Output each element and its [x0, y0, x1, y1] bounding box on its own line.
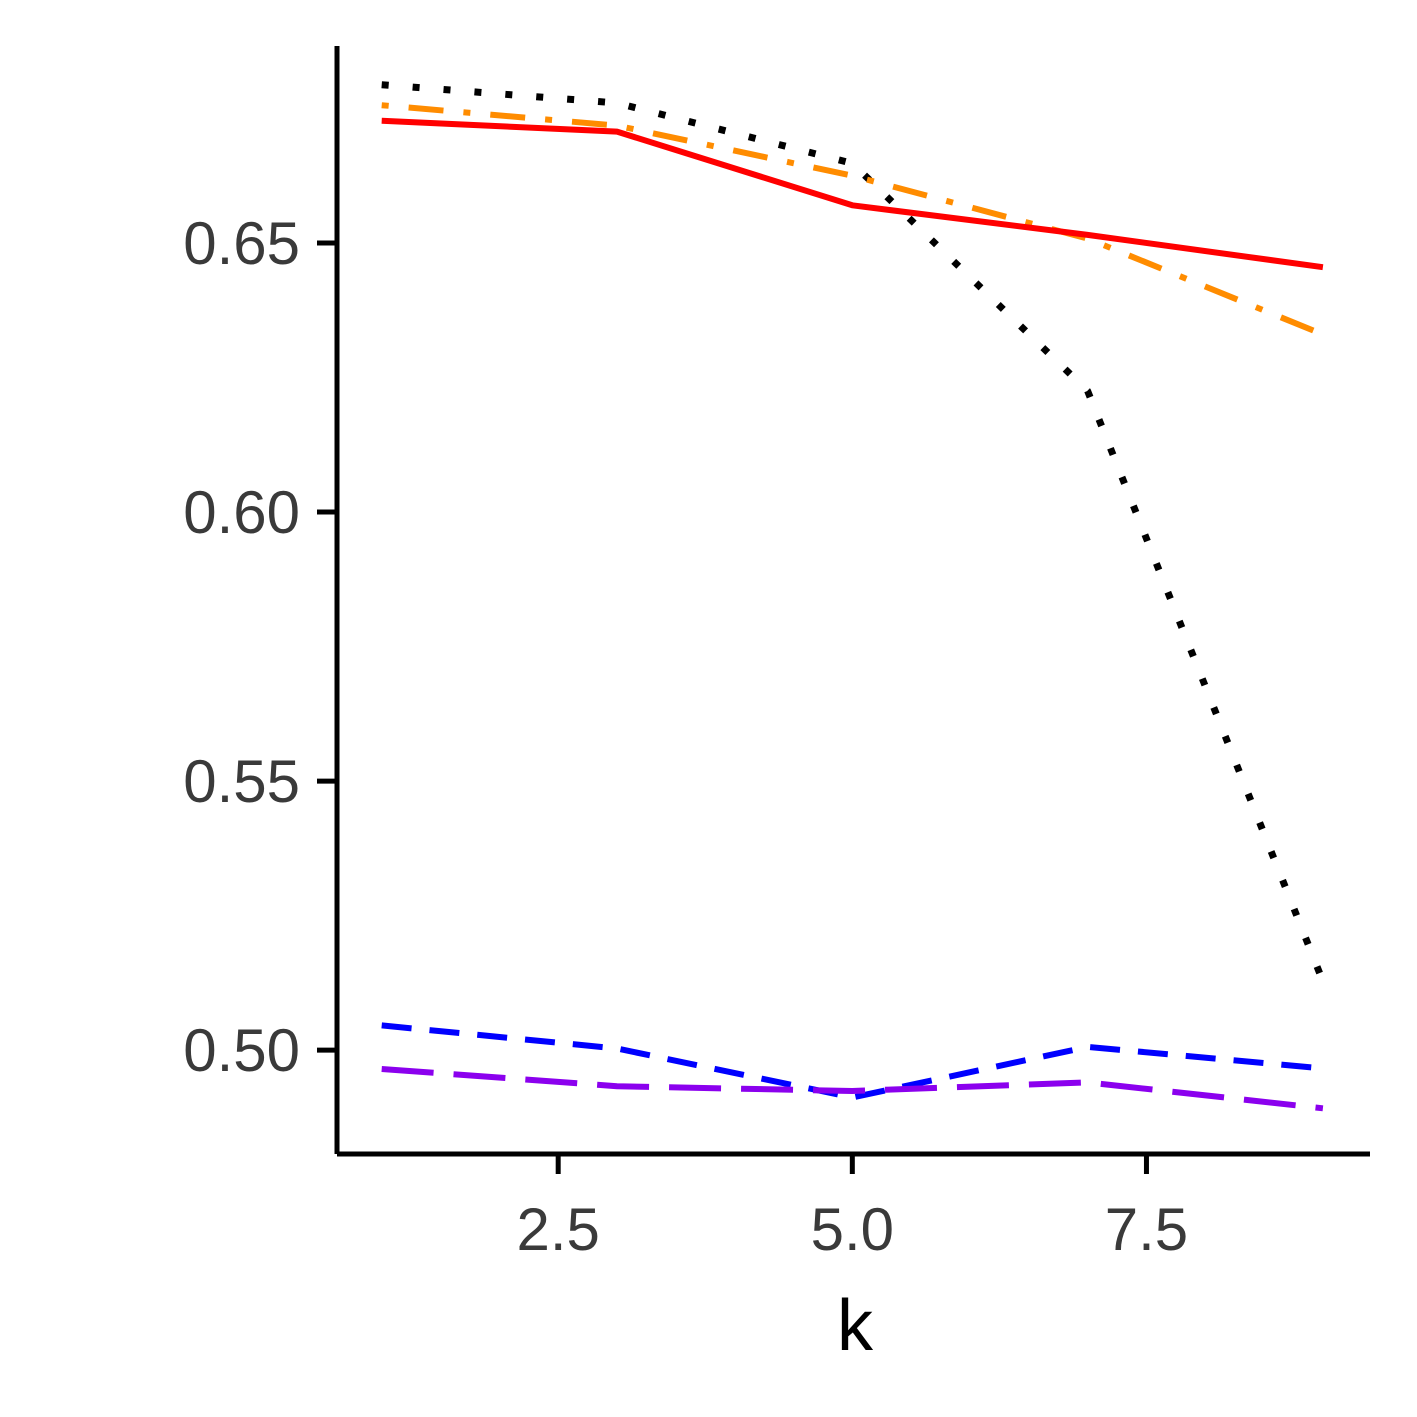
y-tick-label: 0.65: [183, 210, 300, 277]
series-line-1-dotted: [381, 81, 1327, 983]
x-tick-label: 5.0: [811, 1196, 894, 1263]
series-layer: [381, 81, 1327, 1112]
series-line-4-dashed: [381, 1022, 1324, 1101]
x-ticks: 2.5 5.0 7.5: [516, 1154, 1188, 1263]
axes-layer: 2.5 5.0 7.5 0.50 0.55 0.60 0.65 k: [183, 46, 1370, 1366]
x-tick-label: 2.5: [516, 1196, 599, 1263]
x-axis-title: k: [837, 1286, 874, 1366]
y-ticks: 0.50 0.55 0.60 0.65: [183, 210, 337, 1084]
y-tick-label: 0.60: [183, 479, 300, 546]
y-tick-label: 0.50: [183, 1017, 300, 1084]
y-tick-label: 0.55: [183, 748, 300, 815]
series-line-2-dotdash: [381, 102, 1325, 338]
x-tick-label: 7.5: [1105, 1196, 1188, 1263]
series-line-3-solid: [381, 117, 1324, 271]
series-line-5-longdash: [381, 1066, 1324, 1112]
